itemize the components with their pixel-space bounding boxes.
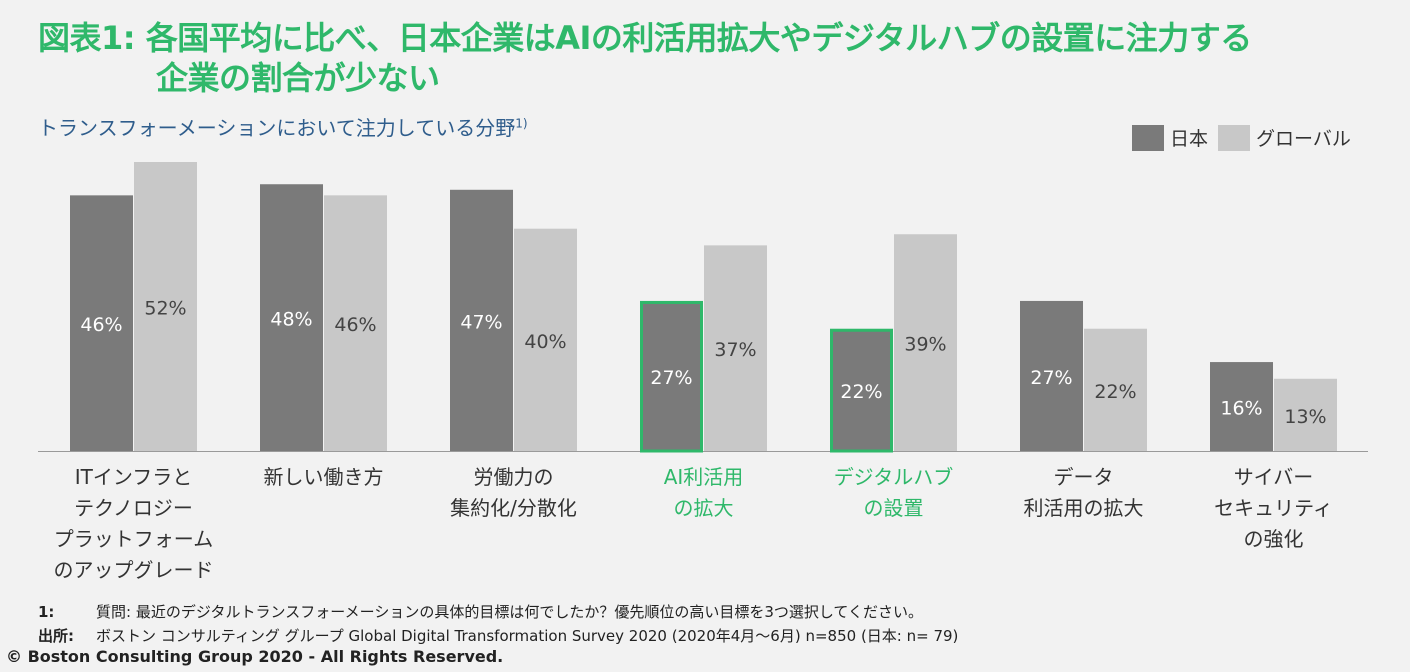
data-label-global-5: 22% [1094,381,1136,403]
bar-global-4 [894,234,957,451]
footnote-source-key: 出所: [38,627,74,645]
legend-item-japan: 日本 [1132,124,1208,151]
title-line-1: 図表1: 各国平均に比べ、日本企業はAIの利活用拡大やデジタルハブの設置に注力す… [38,19,1252,57]
legend-item-global: グローバル [1218,124,1351,151]
bar-global-0 [134,162,197,451]
data-label-global-0: 52% [144,298,186,320]
data-label-japan-6: 16% [1220,398,1262,420]
category-label-5-0: データ [1054,465,1114,489]
legend-label-global: グローバル [1256,128,1351,150]
category-label-1-0: 新しい働き方 [264,465,384,489]
page-title: 図表1: 各国平均に比べ、日本企業はAIの利活用拡大やデジタルハブの設置に注力す… [38,18,1252,98]
legend-swatch-global [1218,124,1251,151]
category-label-6-0: サイバー [1234,465,1314,489]
data-label-global-4: 39% [904,334,946,356]
subtitle-text: トランスフォーメーションにおいて注力している分野 [38,116,516,140]
footnote-1-key: 1: [38,603,55,621]
copyright: © Boston Consulting Group 2020 - All Rig… [6,647,504,666]
bar-japan-2 [450,189,513,452]
bar-japan-4 [830,328,893,453]
bar-japan-0 [70,195,133,451]
footnote-source: 出所: ボストン コンサルティング グループ Global Digital Tra… [38,625,958,646]
subtitle-note: 1) [515,116,528,131]
category-label-4-1: の設置 [864,496,924,520]
category-label-5-1: 利活用の拡大 [1024,496,1144,520]
footnote-source-text: ボストン コンサルティング グループ Global Digital Transf… [96,627,959,645]
category-label-3-0: AI利活用 [664,465,744,489]
bar-japan-6 [1210,362,1273,451]
footnote-1-text: 質問: 最近のデジタルトランスフォーメーションの具体的目標は何でしたか？優先順位… [96,603,923,621]
category-label-2-1: 集約化/分散化 [450,496,577,520]
bar-global-2 [514,228,577,451]
legend-label-japan: 日本 [1170,128,1209,150]
title-line-2: 企業の割合が少ない [156,59,440,97]
data-label-japan-5: 27% [1030,367,1072,389]
legend-swatch-japan [1132,124,1164,151]
bar-japan-5 [1020,300,1083,451]
category-label-2-0: 労働力の [474,465,554,489]
data-label-japan-3: 27% [650,367,692,389]
category-label-3-1: の拡大 [674,496,734,520]
category-label-0-1: テクノロジー [74,496,193,520]
data-label-global-2: 40% [524,331,566,353]
data-label-japan-2: 47% [460,311,502,333]
category-label-4-0: デジタルハブ [834,465,954,489]
data-label-japan-4: 22% [840,381,882,403]
bar-global-1 [324,195,387,451]
chart-legend: 日本 グローバル [1132,124,1361,151]
data-label-global-6: 13% [1284,406,1326,428]
category-label-0-2: プラットフォーム [54,527,213,551]
category-label-0-3: のアップグレード [54,558,214,582]
category-label-0-0: ITインフラと [75,465,193,489]
category-label-6-2: の強化 [1244,527,1304,551]
bar-global-3 [704,245,767,451]
bar-japan-1 [260,184,323,451]
data-label-global-3: 37% [714,339,756,361]
bar-global-5 [1084,328,1147,451]
category-label-6-1: セキュリティ [1214,496,1333,520]
footnote-1: 1: 質問: 最近のデジタルトランスフォーメーションの具体的目標は何でしたか？優先… [38,601,923,622]
data-label-global-1: 46% [334,314,376,336]
bar-global-6 [1274,378,1337,451]
data-label-japan-0: 46% [80,314,122,336]
bar-japan-3 [640,300,703,453]
data-label-japan-1: 48% [270,309,312,331]
chart-subtitle: トランスフォーメーションにおいて注力している分野1) [38,112,528,141]
